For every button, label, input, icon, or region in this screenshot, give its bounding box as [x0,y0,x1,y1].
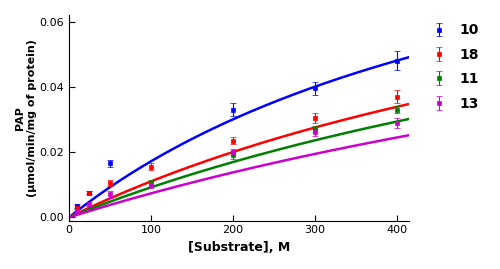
X-axis label: [Substrate], M: [Substrate], M [188,241,290,254]
Y-axis label: PAP
(µmol/min/mg of protein): PAP (µmol/min/mg of protein) [15,39,36,197]
Legend: 10, 18, 11, 13: 10, 18, 11, 13 [419,18,484,116]
